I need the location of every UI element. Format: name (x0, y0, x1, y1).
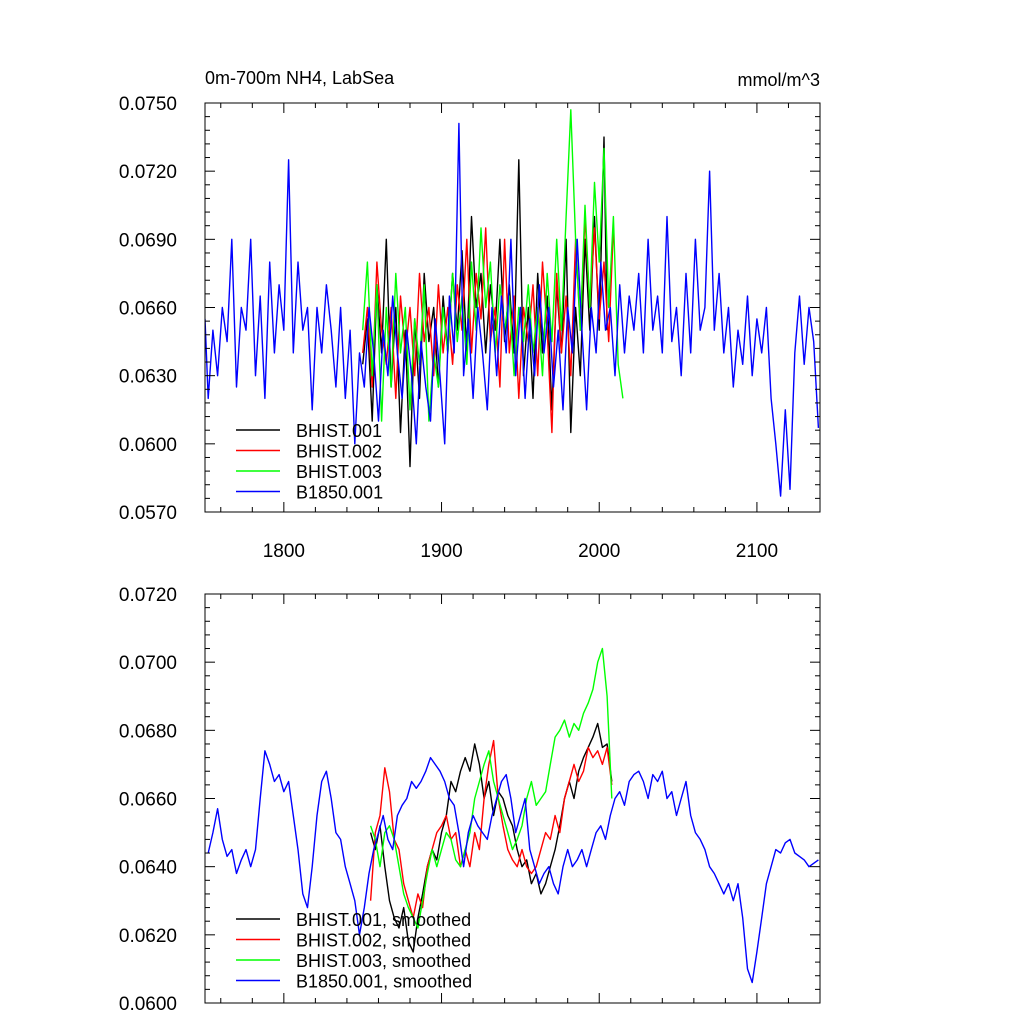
top-ytick-label: 0.0720 (119, 162, 177, 183)
bottom-legend-label-4: B1850.001, smoothed (296, 972, 472, 992)
top-panel: 0m-700m NH4, LabSea mmol/m^3 0.0570 0.060… (119, 68, 821, 562)
bottom-legend-label-2: BHIST.002, smoothed (296, 931, 471, 951)
bottom-ytick-label: 0.0660 (119, 790, 177, 811)
bottom-legend-label-3: BHIST.003, smoothed (296, 951, 471, 971)
bottom-ytick-label: 0.0640 (119, 858, 177, 879)
top-series-line-4 (205, 122, 820, 497)
bottom-ytick-label: 0.0600 (119, 994, 177, 1015)
bottom-series-line-1 (369, 722, 613, 953)
bottom-panel: 0.0600 0.0620 0.0640 0.0660 0.0680 0.0700 0.07… (119, 585, 821, 1015)
top-series-group (205, 109, 820, 497)
top-series-line-3 (362, 109, 624, 422)
top-legend-label-4: B1850.001 (296, 483, 383, 503)
top-ytick-label: 0.0630 (119, 367, 177, 388)
bottom-ytick-label: 0.0680 (119, 721, 177, 742)
top-xtick-label: 2100 (736, 541, 778, 562)
top-chart-title: 0m-700m NH4, LabSea (205, 68, 395, 88)
top-legend-label-2: BHIST.002 (296, 442, 382, 462)
top-xtick-label: 1900 (420, 541, 462, 562)
bottom-legend-label-1: BHIST.001, smoothed (296, 910, 471, 930)
top-xtick-label: 2000 (578, 541, 620, 562)
top-series-line-1 (362, 136, 608, 468)
bottom-series-line-3 (369, 647, 613, 929)
top-ytick-label: 0.0570 (119, 503, 177, 524)
top-legend-label-1: BHIST.001 (296, 421, 382, 441)
bottom-ytick-label: 0.0720 (119, 585, 177, 606)
bottom-ytick-label: 0.0700 (119, 653, 177, 674)
top-ytick-label: 0.0750 (119, 94, 177, 115)
top-xtick-label: 1800 (263, 541, 305, 562)
bottom-series-group (207, 647, 819, 984)
top-ytick-label: 0.0660 (119, 299, 177, 320)
top-ytick-label: 0.0690 (119, 230, 177, 251)
bottom-ytick-label: 0.0620 (119, 926, 177, 947)
top-chart-units: mmol/m^3 (738, 70, 820, 90)
bottom-series-line-2 (369, 739, 613, 919)
top-ytick-label: 0.0600 (119, 435, 177, 456)
top-legend-label-3: BHIST.003 (296, 462, 382, 482)
bottom-series-line-4 (207, 750, 819, 984)
